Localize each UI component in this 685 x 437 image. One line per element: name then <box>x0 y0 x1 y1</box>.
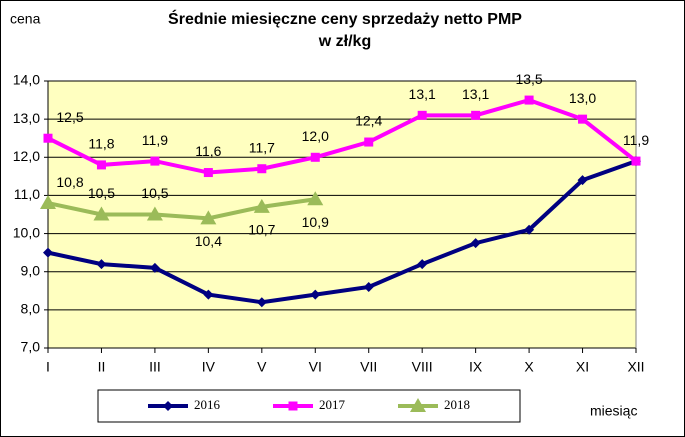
data-label: 13,0 <box>569 90 596 106</box>
series-line <box>47 197 316 221</box>
data-point <box>40 195 56 210</box>
x-tick-label: IV <box>202 359 216 375</box>
x-tick-label: III <box>149 359 161 375</box>
legend-label: 2018 <box>444 397 470 412</box>
data-point <box>150 156 160 166</box>
y-tick-label: 9,0 <box>21 262 41 278</box>
legend-marker <box>288 401 298 411</box>
data-point <box>96 259 107 270</box>
y-tick-label: 11,0 <box>14 186 40 202</box>
x-tick-label: VI <box>309 359 322 375</box>
data-label: 11,8 <box>88 136 114 152</box>
data-point <box>417 259 428 270</box>
data-label: 11,6 <box>195 143 221 159</box>
data-point <box>310 289 321 300</box>
data-point <box>577 175 588 186</box>
data-point <box>96 160 106 170</box>
y-tick-label: 12,0 <box>13 148 40 164</box>
legend-marker <box>410 398 426 412</box>
data-point <box>470 238 481 249</box>
data-label: 10,5 <box>141 185 168 201</box>
x-tick-label: XII <box>627 359 644 375</box>
data-label: 11,9 <box>623 132 649 148</box>
data-point <box>417 110 427 120</box>
x-tick-label: X <box>524 359 534 375</box>
data-label: 10,4 <box>195 233 222 249</box>
y-tick-label: 14,0 <box>13 72 40 88</box>
x-tick-label: VII <box>360 359 377 375</box>
data-point <box>43 133 53 143</box>
data-point <box>146 206 163 221</box>
data-label: 10,7 <box>248 222 275 238</box>
data-point <box>578 114 588 124</box>
series-line <box>47 97 638 175</box>
legend-marker <box>163 401 173 411</box>
data-point <box>253 198 270 213</box>
data-label: 13,5 <box>515 71 542 87</box>
data-point <box>524 95 534 105</box>
x-tick-label: VIII <box>412 359 433 375</box>
x-tick-label: II <box>98 359 106 375</box>
data-label: 10,8 <box>56 174 83 190</box>
data-point <box>149 262 160 273</box>
x-tick-label: I <box>46 359 50 375</box>
data-point <box>307 191 324 206</box>
legend-label: 2017 <box>319 397 346 412</box>
data-label: 11,7 <box>249 139 275 155</box>
x-tick-label: V <box>257 359 267 375</box>
x-axis-label: miesiąc <box>590 403 637 419</box>
data-label: 10,9 <box>302 214 329 230</box>
data-label: 12,5 <box>56 109 83 125</box>
data-point <box>257 164 267 174</box>
chart-title: Średnie miesięczne ceny sprzedaży netto … <box>168 9 522 28</box>
data-point <box>631 156 641 166</box>
data-point <box>93 206 110 221</box>
y-tick-label: 13,0 <box>13 110 40 126</box>
series-line <box>47 159 637 305</box>
data-label: 13,1 <box>462 86 489 102</box>
chart-subtitle: w zł/kg <box>318 33 371 50</box>
data-label: 12,0 <box>302 128 329 144</box>
data-label: 11,9 <box>142 132 168 148</box>
data-point <box>363 281 374 292</box>
legend-label: 2016 <box>194 397 221 412</box>
y-tick-label: 7,0 <box>21 339 41 355</box>
data-point <box>364 137 374 147</box>
y-axis-label: cena <box>10 11 41 27</box>
x-tick-label: IX <box>469 359 483 375</box>
data-point <box>200 210 217 225</box>
data-point <box>43 247 53 258</box>
data-point <box>256 297 267 308</box>
data-point <box>203 289 214 300</box>
data-point <box>524 224 535 235</box>
data-label: 10,5 <box>88 185 115 201</box>
x-tick-label: XI <box>576 359 589 375</box>
y-tick-label: 10,0 <box>13 224 40 240</box>
data-point <box>310 152 320 162</box>
data-point <box>471 110 481 120</box>
data-label: 12,4 <box>355 113 382 129</box>
y-tick-label: 8,0 <box>21 301 41 317</box>
data-point <box>203 168 213 178</box>
data-label: 13,1 <box>409 86 436 102</box>
